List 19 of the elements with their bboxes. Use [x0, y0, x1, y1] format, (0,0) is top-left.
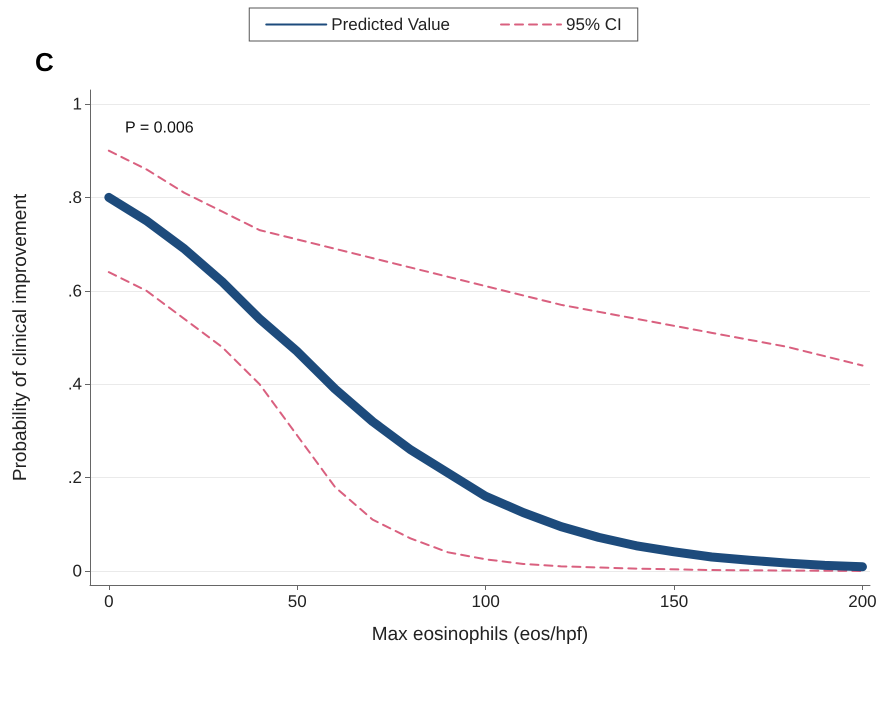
y-tick-label: .2	[68, 468, 82, 488]
y-tick-label: .8	[68, 188, 82, 207]
x-axis-title: Max eosinophils (eos/hpf)	[372, 624, 588, 645]
x-tick-label: 50	[288, 592, 307, 611]
chart-title: C	[35, 47, 54, 77]
legend-label: Predicted Value	[331, 15, 450, 34]
x-tick-label: 0	[104, 592, 114, 611]
x-tick-label: 150	[660, 592, 688, 611]
annotation: P = 0.006	[125, 120, 194, 136]
x-tick-label: 100	[471, 592, 500, 611]
y-tick-label: .4	[68, 374, 82, 394]
y-tick-label: 0	[72, 561, 82, 580]
line-series	[108, 150, 864, 367]
y-tick-label: 1	[72, 94, 82, 114]
line-series	[108, 271, 864, 572]
x-tick-label: 200	[848, 592, 877, 611]
legend-label: 95% CI	[566, 15, 622, 34]
y-tick-label: .6	[68, 281, 82, 300]
y-axis-title: Probability of clinical improvement	[10, 193, 31, 482]
